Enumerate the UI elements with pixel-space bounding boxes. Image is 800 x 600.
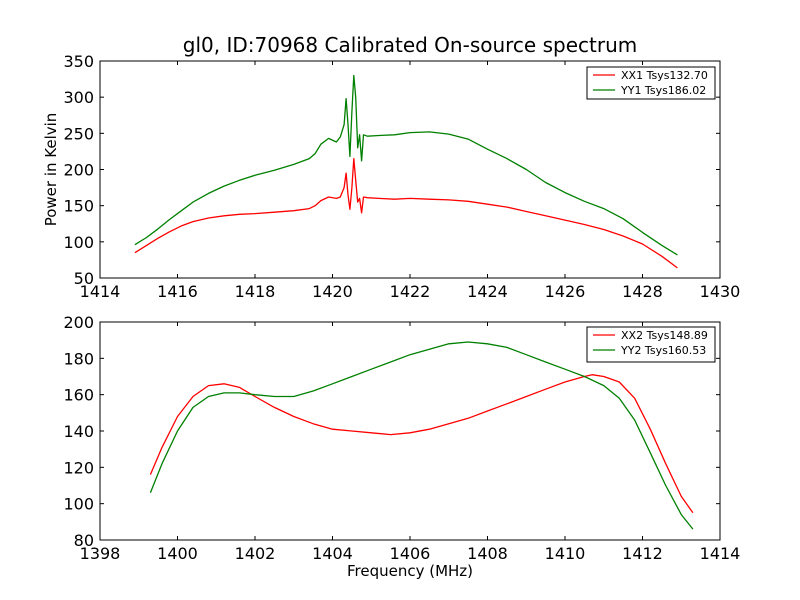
bottom-x-tick-label: 1408 (467, 544, 508, 563)
top-x-tick-label: 1416 (157, 282, 198, 301)
chart-title: gl0, ID:70968 Calibrated On-source spect… (183, 33, 637, 57)
top-x-tick-label: 1426 (545, 282, 586, 301)
top-legend (586, 66, 716, 100)
top-series-line-2 (134, 74, 678, 256)
bottom-x-tick-label: 1406 (390, 544, 431, 563)
top-y-tick-label: 150 (63, 197, 94, 216)
bottom-series-line-1 (149, 374, 694, 514)
top-plot: 1414 1416 1418 1420 1422 1424 1426 1428 1430 50 10… (42, 52, 740, 301)
bottom-legend (586, 326, 716, 363)
top-legend-label: YY1 Tsys186.02 (620, 84, 706, 97)
top-x-tick-label: 1418 (235, 282, 276, 301)
bottom-y-tick-label: 200 (63, 313, 94, 332)
bottom-x-axis-label: Frequency (MHz) (347, 562, 473, 580)
top-legend-label: XX1 Tsys132.70 (621, 69, 708, 82)
top-x-tick-label: 1414 (80, 282, 121, 301)
top-x-tick-label: 1430 (700, 282, 741, 301)
bottom-x-tick-label: 1398 (80, 544, 121, 563)
bottom-x-tick-label: 1402 (235, 544, 276, 563)
bottom-series-line-2 (149, 341, 694, 530)
bottom-legend-label: XX2 Tsys148.89 (621, 329, 708, 342)
bottom-x-tick-label: 1412 (622, 544, 663, 563)
top-x-tick-label: 1420 (312, 282, 353, 301)
top-y-axis-label: Power in Kelvin (42, 113, 60, 227)
top-y-tick-label: 200 (63, 161, 94, 180)
top-x-tick-label: 1428 (622, 282, 663, 301)
top-x-tick-label: 1424 (467, 282, 508, 301)
bottom-y-tick-label: 160 (63, 386, 94, 405)
bottom-x-tick-label: 1414 (700, 544, 741, 563)
bottom-x-tick-label: 1410 (545, 544, 586, 563)
bottom-x-tick-label: 1400 (157, 544, 198, 563)
bottom-y-tick-label: 100 (63, 495, 94, 514)
top-series-line-1 (134, 157, 678, 269)
bottom-y-tick-label: 120 (63, 458, 94, 477)
top-y-tick-label: 50 (74, 269, 94, 288)
bottom-legend-label: YY2 Tsys160.53 (620, 344, 706, 357)
top-y-tick-label: 300 (63, 88, 94, 107)
top-y-tick-label: 100 (63, 233, 94, 252)
bottom-y-tick-label: 140 (63, 422, 94, 441)
bottom-y-tick-label: 80 (74, 531, 94, 550)
bottom-y-tick-label: 180 (63, 349, 94, 368)
top-x-tick-label: 1422 (390, 282, 431, 301)
top-y-tick-label: 350 (63, 52, 94, 71)
top-y-tick-label: 250 (63, 124, 94, 143)
bottom-plot: 1398 1400 1402 1404 1406 1408 1410 1412 1414 80 10… (63, 313, 740, 580)
bottom-x-tick-label: 1404 (312, 544, 353, 563)
